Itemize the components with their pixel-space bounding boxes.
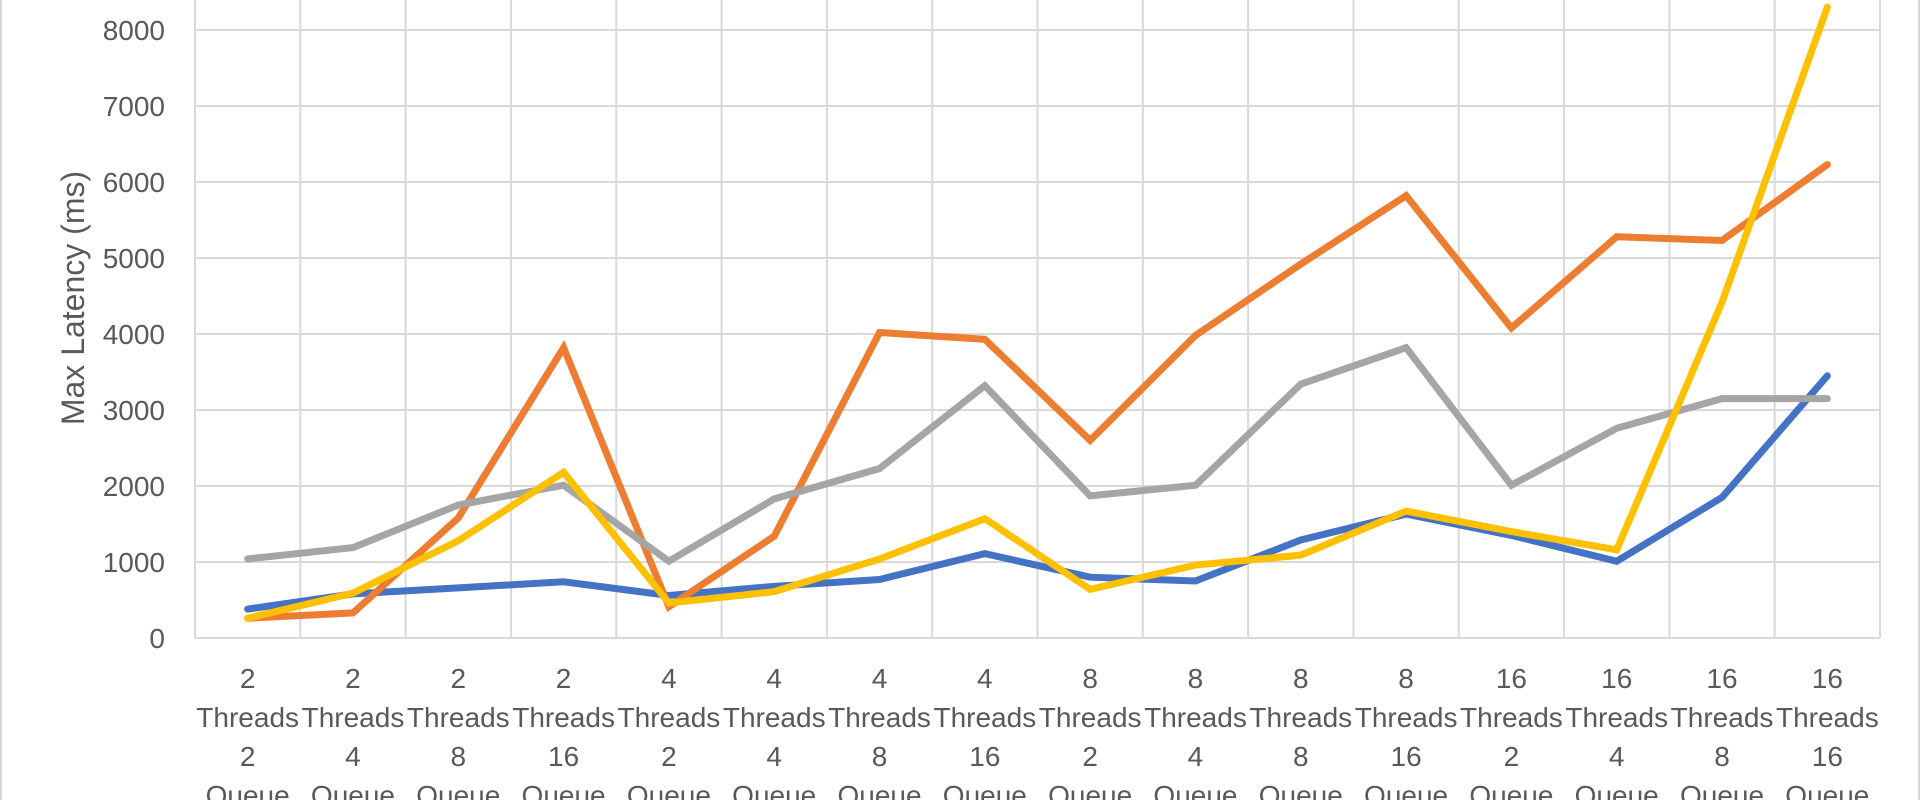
x-tick-label: 4 Threads 8 Queue: [828, 663, 931, 800]
y-tick-label: 4000: [103, 319, 165, 350]
x-tick-label: 16 Threads 8 Queue: [1671, 663, 1774, 800]
y-tick-label: 7000: [103, 91, 165, 122]
x-tick-label: 16 Threads 16 Queue: [1776, 663, 1879, 800]
x-tick-label: 8 Threads 4 Queue: [1144, 663, 1247, 800]
y-tick-label: 0: [149, 623, 165, 654]
x-tick-label: 2 Threads 2 Queue: [196, 663, 299, 800]
y-tick-label: 6000: [103, 167, 165, 198]
x-tick-label: 8 Threads 16 Queue: [1355, 663, 1458, 800]
series-line-3: [244, 343, 1831, 566]
x-tick-label: 4 Threads 2 Queue: [618, 663, 721, 800]
y-tick-label: 5000: [103, 243, 165, 274]
series-line-4: [244, 3, 1831, 622]
x-tick-label: 8 Threads 8 Queue: [1249, 663, 1352, 800]
x-tick-label: 2 Threads 8 Queue: [407, 663, 510, 800]
series-lines: [244, 3, 1831, 622]
series-line-1: [244, 372, 1831, 613]
x-tick-label: 16 Threads 2 Queue: [1460, 663, 1563, 800]
y-tick-label: 8000: [103, 15, 165, 46]
y-axis-ticks: 0 1000 2000 3000 4000 5000 6000 7000 8000: [103, 15, 165, 654]
y-tick-label: 1000: [103, 547, 165, 578]
x-tick-label: 8 Threads 2 Queue: [1039, 663, 1142, 800]
y-axis-title: Max Latency (ms): [55, 171, 91, 425]
x-tick-label: 16 Threads 4 Queue: [1565, 663, 1668, 800]
x-tick-label: 2 Threads 16 Queue: [512, 663, 615, 800]
x-tick-label: 4 Threads 4 Queue: [723, 663, 826, 800]
series-line-2: [244, 161, 1831, 622]
x-tick-label: 2 Threads 4 Queue: [302, 663, 405, 800]
y-tick-label: 3000: [103, 395, 165, 426]
gridlines: [194, 0, 1881, 639]
y-tick-label: 2000: [103, 471, 165, 502]
x-tick-label: 4 Threads 16 Queue: [933, 663, 1036, 800]
